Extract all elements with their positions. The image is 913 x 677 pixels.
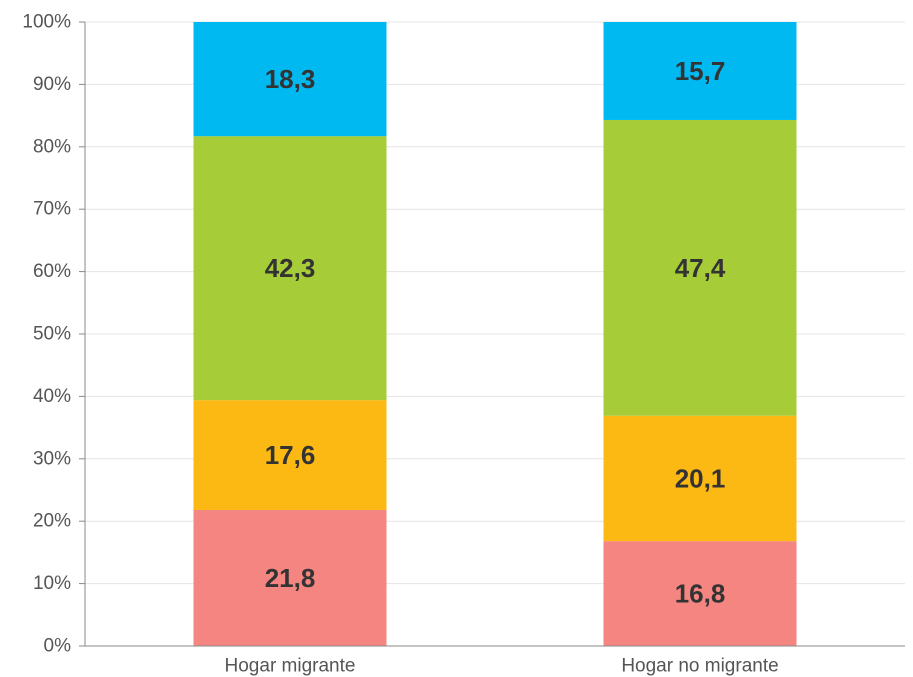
- y-tick-label: 50%: [33, 324, 71, 345]
- bar-segment: [193, 509, 387, 646]
- data-label: 47,4: [675, 253, 726, 283]
- x-category-label: Hogar no migrante: [621, 656, 778, 677]
- data-label: 42,3: [265, 253, 316, 283]
- data-label: 20,1: [675, 463, 726, 493]
- bar-segment: [603, 415, 797, 542]
- y-tick-label: 70%: [33, 199, 71, 220]
- y-tick-label: 40%: [33, 386, 71, 407]
- data-label: 15,7: [675, 56, 726, 86]
- y-tick-label: 90%: [33, 74, 71, 95]
- x-category-label: Hogar migrante: [225, 656, 356, 677]
- y-axis: 0% 10% 20% 30% 40% 50% 60% 70% 80% 90% 100%: [22, 12, 86, 657]
- data-label: 17,6: [265, 440, 316, 470]
- bar-segment: [193, 400, 387, 510]
- bar-segment: [603, 119, 797, 416]
- bars: 21,8 17,6 42,3 18,3 16,8 20,1 47,4 15,7: [193, 22, 797, 646]
- y-tick-label: 60%: [33, 261, 71, 282]
- y-tick-label: 30%: [33, 448, 71, 469]
- bar-segment: [193, 22, 387, 137]
- y-tick-label: 80%: [33, 136, 71, 157]
- data-label: 16,8: [675, 579, 726, 609]
- y-tick-label: 100%: [22, 12, 71, 33]
- data-label: 21,8: [265, 563, 316, 593]
- bar-segment: [603, 22, 797, 120]
- y-tick-label: 10%: [33, 573, 71, 594]
- y-tick-label: 20%: [33, 511, 71, 532]
- bar-segment: [603, 541, 797, 646]
- data-label: 18,3: [265, 64, 316, 94]
- bar-segment: [193, 136, 387, 401]
- y-tick-label: 0%: [44, 636, 72, 657]
- x-axis: Hogar migrante Hogar no migrante: [85, 645, 905, 677]
